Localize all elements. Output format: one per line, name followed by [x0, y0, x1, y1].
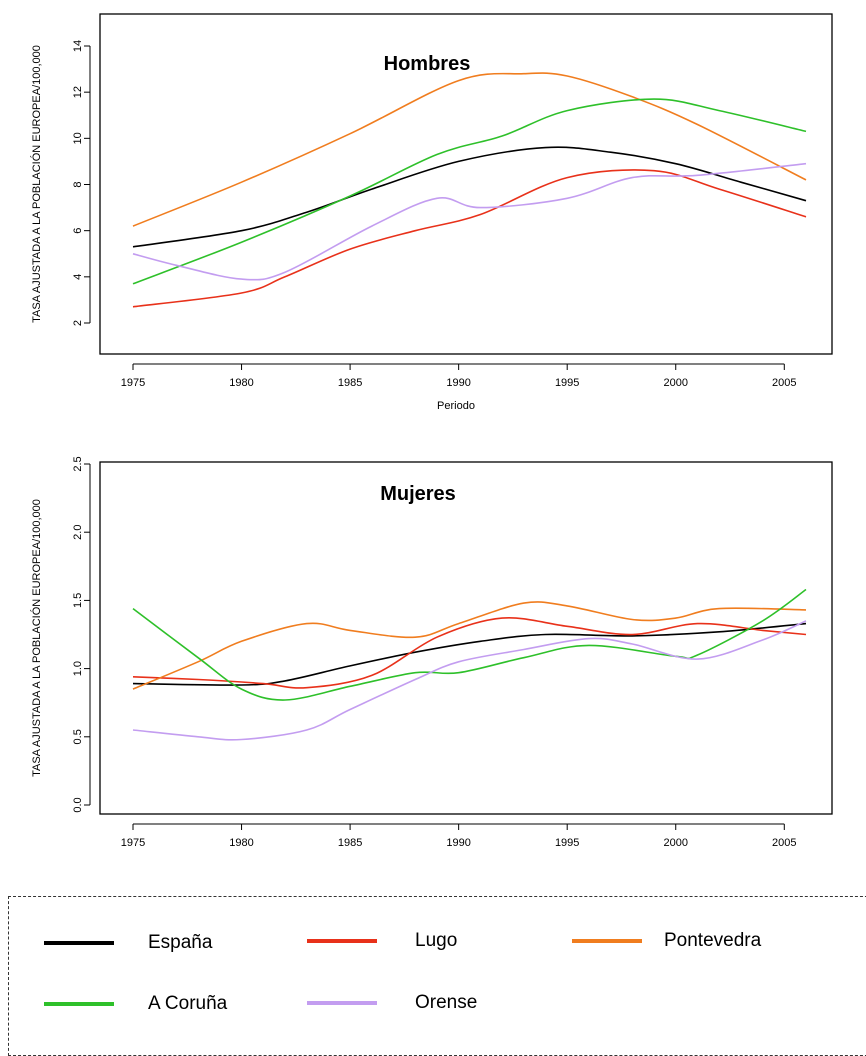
x-tick-label: 1985: [338, 837, 362, 849]
legend-swatch-pontevedra: [572, 939, 642, 943]
legend-label-pontevedra: Pontevedra: [664, 930, 762, 951]
series-line-pontevedra: [132, 72, 807, 227]
x-tick-label: 1990: [446, 377, 470, 389]
series-line-pontevedra: [132, 601, 807, 690]
series-line-orense: [132, 162, 807, 281]
hombres-chart: 1975 1980 1985 1990 1995 2000 2005 Periodo 2 4 6 8 1…: [30, 13, 833, 410]
x-tick-label: 2000: [663, 837, 687, 849]
chart-title: Mujeres: [380, 483, 456, 505]
series-line-espana: [132, 146, 807, 248]
series-line-espana: [132, 622, 807, 686]
y-tick-label: 6: [72, 228, 84, 234]
x-tick-label: 1985: [338, 377, 362, 389]
y-axis-title: TASA AJUSTADA A LA POBLACIÓN EUROPEA/100…: [30, 45, 43, 323]
x-tick-label: 1995: [555, 377, 579, 389]
x-tick-label: 1980: [229, 837, 253, 849]
legend-label-a-coruna: A Coruña: [148, 993, 228, 1014]
y-tick-label: 2.5: [72, 456, 84, 471]
y-tick-label: 4: [72, 274, 84, 280]
legend-label-espana: España: [148, 932, 213, 953]
series-line-lugo: [132, 617, 807, 689]
legend-label-lugo: Lugo: [415, 930, 458, 951]
series-line-lugo: [132, 169, 807, 308]
legend-item-lugo: Lugo: [307, 930, 457, 952]
x-tick-label: 1975: [121, 837, 145, 849]
y-tick-label: 0.5: [72, 729, 84, 744]
legend-swatch-lugo: [307, 939, 377, 943]
legend-swatch-a-coruna: [44, 1002, 114, 1006]
legend-item-a-coruna: A Coruña: [44, 993, 227, 1015]
legend-label-orense: Orense: [415, 992, 478, 1013]
plot-frame: [99, 13, 833, 355]
y-tick-label: 8: [72, 181, 84, 187]
legend-item-espana: España: [44, 932, 212, 954]
x-tick-label: 2005: [772, 837, 796, 849]
x-tick-label: 1975: [121, 377, 145, 389]
legend-swatch-espana: [44, 941, 114, 945]
mujeres-chart: 1975198019851990199520002005Periodo0.00.…: [30, 456, 833, 849]
x-tick-label: 1990: [446, 837, 470, 849]
legend-swatch-orense: [307, 1001, 377, 1005]
y-tick-label: 14: [72, 40, 84, 52]
legend: España Lugo Pontevedra A Coruña Orense: [8, 896, 866, 1056]
x-tick-label: 1980: [229, 377, 253, 389]
y-axis-title: TASA AJUSTADA A LA POBLACIÓN EUROPEA/100…: [30, 499, 43, 777]
series-line-a-coruna: [132, 98, 807, 285]
series-line-orense: [132, 620, 807, 741]
x-tick-label: 1995: [555, 837, 579, 849]
series-line-a-coruna: [132, 588, 807, 701]
x-axis-title: Periodo: [437, 400, 475, 410]
y-tick-label: 10: [72, 132, 84, 144]
y-tick-label: 0.0: [72, 797, 84, 812]
x-tick-label: 2000: [663, 377, 687, 389]
y-tick-label: 1.5: [72, 593, 84, 608]
x-tick-label: 2005: [772, 377, 796, 389]
legend-item-orense: Orense: [307, 992, 477, 1014]
legend-item-pontevedra: Pontevedra: [572, 930, 761, 952]
y-tick-label: 2.0: [72, 525, 84, 540]
y-tick-label: 12: [72, 86, 84, 98]
plot-frame: [99, 461, 833, 815]
y-tick-label: 1.0: [72, 661, 84, 676]
chart-title: Hombres: [384, 53, 471, 75]
y-tick-label: 2: [72, 320, 84, 326]
